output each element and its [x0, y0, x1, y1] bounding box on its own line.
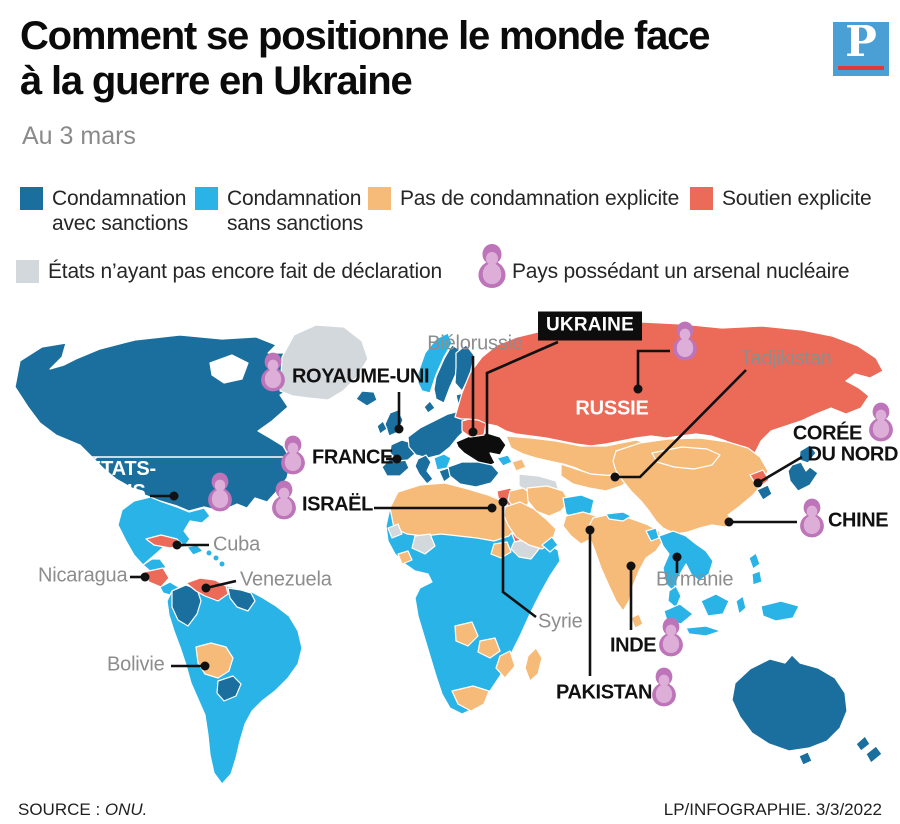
country-angola — [454, 621, 479, 647]
country-japan-north — [798, 444, 817, 464]
date-subtitle: Au 3 mars — [22, 122, 136, 150]
country-australia — [731, 654, 848, 752]
country-usa-canada — [14, 334, 303, 512]
infographic-credit: LP/INFOGRAPHIE. 3/3/2022 — [663, 800, 882, 819]
country-sri-lanka — [630, 613, 644, 629]
region-southeast-asia-myanmar — [658, 530, 714, 592]
country-turkey — [447, 461, 500, 488]
country-greenland — [279, 324, 369, 401]
region-balkans — [433, 453, 452, 471]
country-italy — [414, 454, 434, 485]
island-java — [685, 625, 722, 637]
country-norway — [417, 332, 453, 394]
legend-item-no-sanctions: Condamnation sans sanctions — [195, 186, 363, 236]
legend-item-no-declaration: États n’ayant pas encore fait de déclara… — [16, 259, 442, 284]
region-yemen-oman — [541, 536, 559, 553]
legend-label: États n’ayant pas encore fait de déclara… — [48, 260, 442, 283]
legend-label: Condamnation — [227, 187, 362, 210]
country-philippines-south — [751, 570, 763, 586]
legend-label: Pas de condamnation explicite — [400, 187, 680, 210]
country-nepal — [605, 511, 632, 522]
country-guinea — [397, 550, 413, 565]
page-title: Comment se positionne le monde face à la… — [20, 14, 710, 104]
source-credit: SOURCE : ONU. — [18, 800, 147, 820]
country-new-zealand-south — [865, 745, 883, 764]
island-tasmania — [798, 751, 813, 766]
country-india — [588, 513, 664, 612]
antilles-island — [219, 561, 225, 567]
country-iceland — [355, 390, 378, 407]
source-label: SOURCE : — [18, 800, 105, 819]
country-mali — [411, 533, 436, 555]
hudson-bay — [209, 354, 249, 384]
swatch-condemnation-no-sanctions — [195, 187, 218, 210]
antilles-island — [206, 550, 212, 556]
country-georgia — [496, 454, 513, 467]
source-name: ONU. — [104, 800, 148, 819]
title-line-1: Comment se positionne le monde face — [20, 14, 710, 58]
legend-label: Pays possédant un arsenal nucléaire — [512, 260, 850, 283]
island-borneo — [700, 593, 730, 617]
country-new-zealand-north — [855, 735, 871, 752]
title-line-2: à la guerre en Ukraine — [20, 58, 413, 103]
legend-label: avec sanctions — [52, 212, 189, 235]
country-south-korea — [756, 484, 773, 501]
nuclear-bomb-icon-legend — [478, 244, 506, 288]
brand-logo-letter: P — [845, 17, 877, 66]
legend-label: sans sanctions — [227, 212, 364, 235]
country-paraguay — [216, 675, 242, 702]
country-sweden — [433, 344, 461, 404]
swatch-condemnation-sanctions — [20, 187, 43, 210]
country-azerbaijan — [511, 458, 527, 472]
country-madagascar — [524, 647, 543, 682]
world-map — [14, 321, 884, 785]
legend-label: Soutien explicite — [722, 187, 872, 210]
legend-label: Condamnation — [52, 187, 187, 210]
region-central-asia-tajikistan — [560, 463, 634, 492]
country-united-kingdom — [384, 409, 404, 437]
country-japan-main — [787, 461, 819, 492]
legend-item-no-condemnation: Pas de condamnation explicite — [368, 186, 679, 211]
region-western-sahara — [387, 523, 403, 539]
country-mozambique — [495, 650, 516, 679]
country-denmark — [423, 400, 436, 414]
country-guyana — [227, 587, 256, 612]
swatch-explicit-support — [690, 187, 713, 210]
region-central-europe — [407, 410, 469, 459]
swatch-no-declaration — [16, 260, 39, 283]
legend-item-nuclear: Pays possédant un arsenal nucléaire — [512, 259, 850, 284]
country-philippines-north — [748, 552, 761, 570]
country-bangladesh — [645, 527, 660, 542]
swatch-no-condemnation — [368, 187, 391, 210]
country-south-africa — [451, 685, 490, 712]
region-malay-peninsula — [667, 585, 682, 609]
country-hispaniola — [186, 544, 204, 556]
island-sulawesi — [735, 595, 747, 615]
antilles-island — [213, 555, 219, 561]
country-zimbabwe — [477, 637, 501, 659]
legend-item-sanctions: Condamnation avec sanctions — [20, 186, 188, 236]
country-ireland — [376, 420, 388, 435]
island-sumatra — [663, 603, 694, 625]
brand-logo: P — [833, 17, 889, 76]
island-new-guinea — [760, 600, 800, 622]
brand-logo-underline — [838, 66, 884, 70]
legend-item-support: Soutien explicite — [690, 186, 872, 211]
